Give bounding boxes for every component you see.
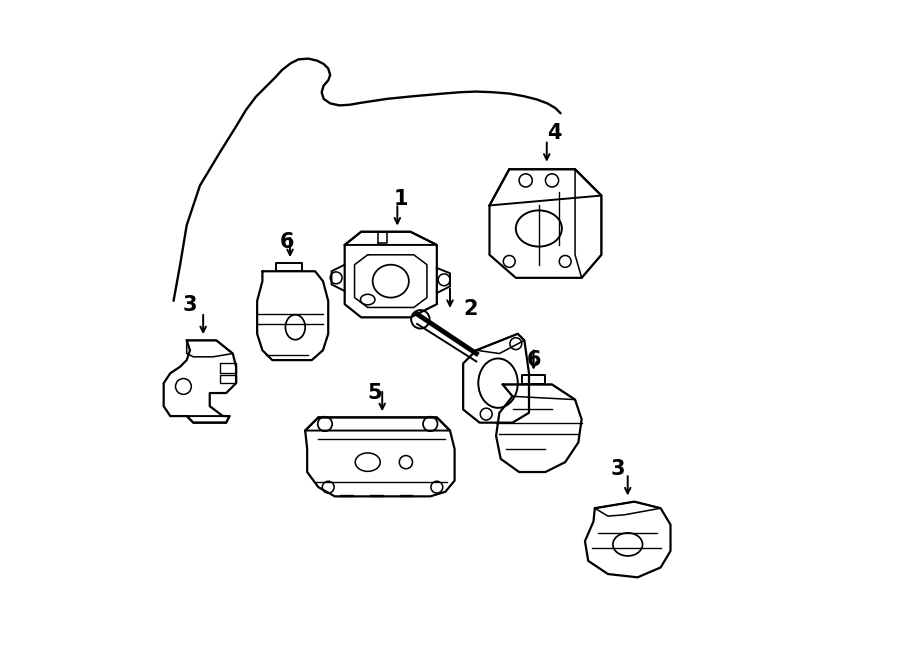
Text: 4: 4 bbox=[546, 123, 562, 143]
Text: 6: 6 bbox=[280, 231, 294, 252]
Text: 3: 3 bbox=[610, 459, 626, 479]
Text: 5: 5 bbox=[367, 383, 382, 403]
Text: 6: 6 bbox=[527, 350, 542, 370]
Text: 2: 2 bbox=[464, 299, 478, 319]
Text: 1: 1 bbox=[393, 189, 408, 209]
Text: 3: 3 bbox=[183, 295, 197, 315]
